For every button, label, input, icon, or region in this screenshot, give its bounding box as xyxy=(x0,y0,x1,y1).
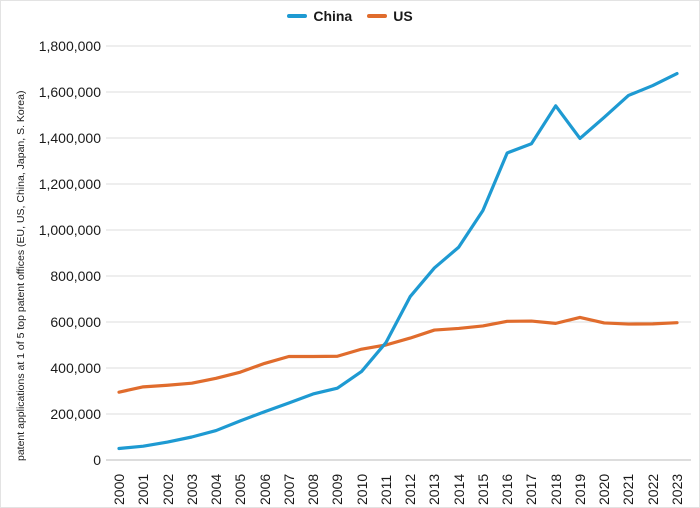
x-tick-label-2002: 2002 xyxy=(159,473,176,505)
us-data-line xyxy=(117,315,679,394)
legend-label-us: US xyxy=(393,8,413,24)
x-tick-label-2012: 2012 xyxy=(402,473,419,505)
x-tick-label-2017: 2017 xyxy=(523,473,540,505)
x-tick-label-2009: 2009 xyxy=(329,473,346,505)
x-tick-label-2023: 2023 xyxy=(669,473,685,505)
legend-label-china: China xyxy=(313,8,353,24)
x-tick-label-2020: 2020 xyxy=(596,473,613,505)
x-tick-label-2016: 2016 xyxy=(499,473,516,505)
us-line-swatch xyxy=(367,14,388,18)
china-line-swatch xyxy=(287,14,308,18)
y-tick-label-1,800,000: 1,800,000 xyxy=(38,38,101,54)
chart-legend: China US xyxy=(1,8,699,24)
y-tick-label-1,600,000: 1,600,000 xyxy=(38,84,101,100)
x-tick-label-2000: 2000 xyxy=(111,473,127,505)
x-tick-label-2014: 2014 xyxy=(450,473,467,505)
y-tick-label-1,400,000: 1,400,000 xyxy=(38,130,101,146)
legend-item-china: China xyxy=(287,8,352,24)
x-tick-label-2003: 2003 xyxy=(183,473,200,505)
x-tick-label-2011: 2011 xyxy=(377,474,394,505)
x-tick-label-2019: 2019 xyxy=(571,473,588,505)
y-tick-label-200,000: 200,000 xyxy=(50,406,101,422)
x-tick-label-2008: 2008 xyxy=(305,473,322,505)
x-tick-label-2015: 2015 xyxy=(474,473,491,505)
x-tick-label-2001: 2001 xyxy=(135,473,152,505)
x-tick-label-2006: 2006 xyxy=(256,473,273,505)
y-tick-label-0: 0 xyxy=(93,452,101,468)
legend-item-us: US xyxy=(367,8,413,24)
y-tick-label-600,000: 600,000 xyxy=(50,314,101,330)
y-tick-label-1,200,000: 1,200,000 xyxy=(38,176,101,192)
y-tick-label-1,000,000: 1,000,000 xyxy=(38,222,101,238)
x-tick-label-2005: 2005 xyxy=(232,473,249,505)
y-tick-label-400,000: 400,000 xyxy=(50,360,101,376)
x-tick-label-2004: 2004 xyxy=(208,473,225,505)
x-tick-label-2018: 2018 xyxy=(547,473,564,505)
china-data-line xyxy=(117,71,679,451)
x-tick-label-2010: 2010 xyxy=(353,473,370,505)
x-tick-label-2007: 2007 xyxy=(280,473,297,505)
x-tick-label-2021: 2021 xyxy=(620,473,637,505)
x-tick-label-2022: 2022 xyxy=(644,473,661,505)
y-tick-label-800,000: 800,000 xyxy=(50,268,101,284)
x-tick-label-2013: 2013 xyxy=(426,473,443,505)
